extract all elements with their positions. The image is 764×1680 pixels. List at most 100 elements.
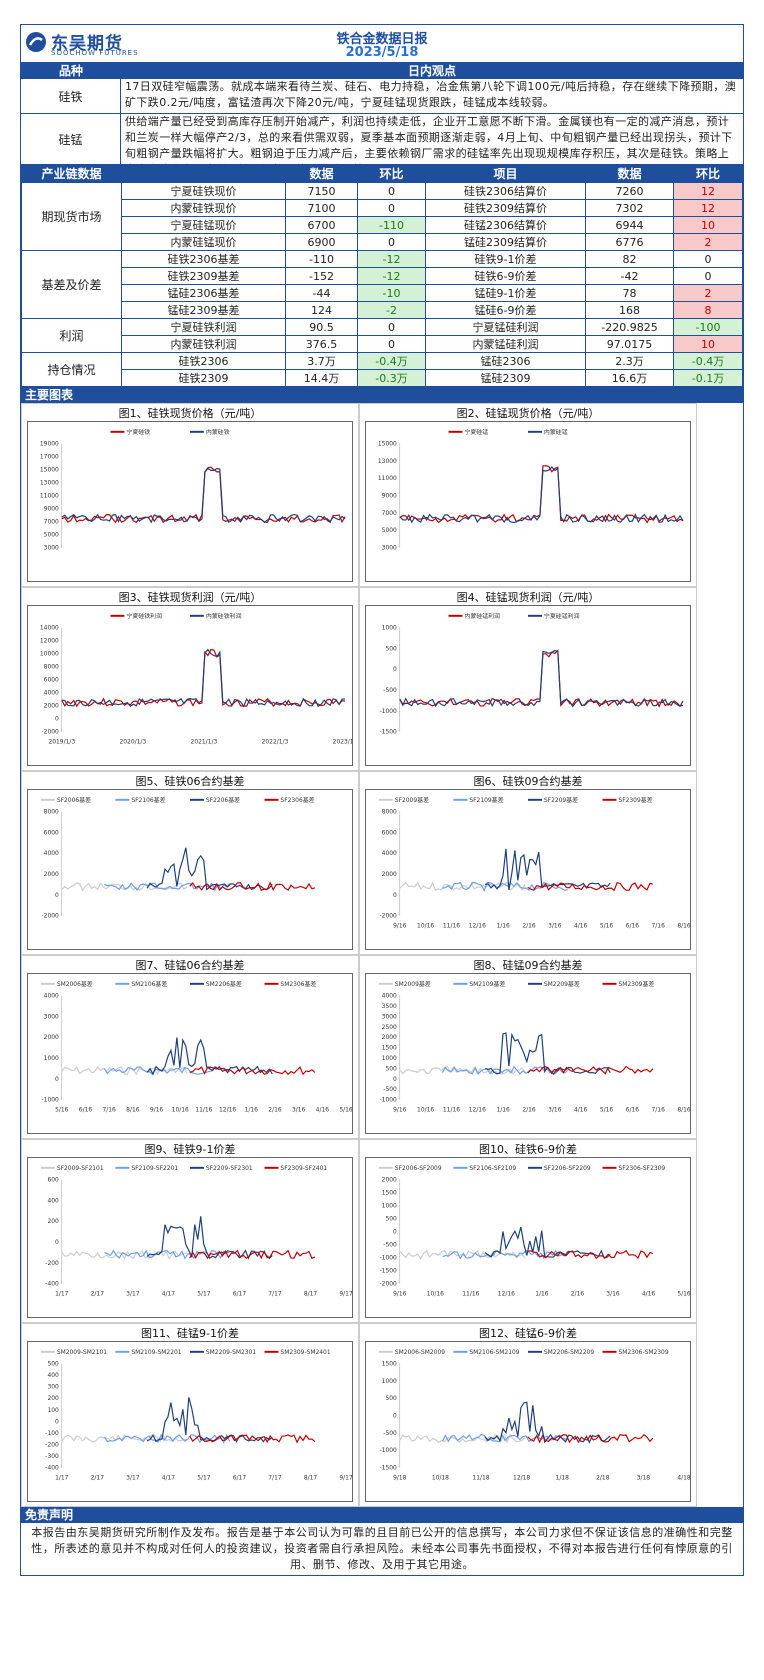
- chart-area: SF2006-SF2009 SF2106-SF2109 SF2206-SF2209 S…: [365, 1157, 691, 1318]
- chain-cell-b: 90.5: [285, 318, 358, 336]
- legend-label: SM2209基差: [544, 980, 580, 988]
- chart-svg: 宁夏硅铁 内蒙硅铁 19000 17000 15000 13000 11000 9000 700…: [40, 428, 346, 552]
- legend-label: SF2109-SF2201: [131, 1166, 178, 1172]
- y-tick: 3000: [44, 546, 59, 552]
- x-tick: 4/16: [574, 923, 588, 929]
- x-tick: 12/16: [469, 1107, 486, 1113]
- chart-panel: 图10、硅铁6-9价差 SF2006-SF2009 SF2106-SF2109 SF2…: [359, 1139, 697, 1323]
- chain-cell-f: 0: [673, 267, 743, 285]
- series-line: [189, 881, 316, 892]
- y-tick: 2000: [382, 1178, 397, 1184]
- chain-body: 期现货市场 宁夏硅铁现价 7150 0 硅铁2306结算价 7260 12 内蒙硅铁现价 710…: [21, 182, 743, 387]
- x-tick: 7/17: [268, 1475, 282, 1481]
- x-tick: 2/18: [596, 1475, 610, 1481]
- x-tick: 7/16: [102, 1107, 116, 1113]
- legend-label: SF2309-SF2401: [280, 1166, 327, 1172]
- chain-cell-a: 内蒙硅锰现价: [121, 233, 286, 251]
- intraday-name: 硅铁: [21, 79, 121, 113]
- y-tick: -500: [383, 688, 397, 694]
- report-header: 东吴期货 SOOCHOW FUTURES 铁合金数据日报 2023/5/18: [21, 25, 743, 63]
- chain-cell-b: 7150: [285, 182, 358, 200]
- y-tick: 0: [393, 1414, 397, 1420]
- chain-cell-e: -220.9825: [585, 318, 674, 336]
- chain-cell-d: 硅铁2309结算价: [425, 199, 586, 217]
- y-tick: 12000: [40, 639, 59, 645]
- series-line: [146, 847, 273, 891]
- x-tick: 9/16: [393, 923, 407, 929]
- y-tick: 13000: [40, 481, 59, 487]
- series-line: [61, 467, 346, 524]
- y-tick: 0: [393, 1077, 397, 1083]
- report-date: 2023/5/18: [345, 45, 419, 60]
- chain-h-item: [121, 164, 286, 183]
- x-tick: 11/16: [443, 923, 460, 929]
- chain-cell-a: 硅铁2306: [121, 352, 286, 370]
- x-tick: 11/18: [472, 1475, 489, 1481]
- legend-label: SF2109基差: [469, 796, 503, 804]
- legend-label: SF2209基差: [544, 796, 578, 804]
- x-tick: 4/16: [316, 1107, 330, 1113]
- y-tick: 0: [393, 893, 397, 899]
- legend-label: SF2306-SF2309: [618, 1166, 665, 1172]
- legend-label: SM2306-SM2309: [618, 1350, 668, 1356]
- chain-cell-b: 3.7万: [285, 352, 358, 370]
- chain-cell-c: 0: [357, 233, 426, 251]
- y-tick: 4000: [44, 851, 59, 857]
- chain-cell-e: 6944: [585, 216, 674, 234]
- chain-cell-e: 7260: [585, 182, 674, 200]
- chain-cell-e: 78: [585, 284, 674, 302]
- y-tick: -2000: [42, 914, 60, 920]
- y-tick: 2000: [44, 1035, 59, 1041]
- chain-h2: 数据: [285, 164, 358, 183]
- chart-title: 图4、硅锰现货利润（元/吨）: [456, 591, 600, 604]
- x-tick: 4/18: [677, 1475, 690, 1481]
- chain-group: 利润: [21, 318, 122, 353]
- y-tick: 500: [385, 1396, 397, 1402]
- chain-cell-e: 97.0175: [585, 335, 674, 353]
- x-tick: 6/16: [79, 1107, 93, 1113]
- y-tick: 1500: [382, 1191, 397, 1197]
- chain-cell-b: -44: [285, 284, 358, 302]
- series-line: [61, 648, 346, 708]
- chain-row: 内蒙硅铁利润 376.5 0 内蒙锰硅利润 97.0175 10: [22, 335, 743, 353]
- legend-label: SM2009-SM2101: [57, 1350, 107, 1356]
- x-tick: 4/16: [642, 1291, 656, 1297]
- y-tick: 2000: [382, 1035, 397, 1041]
- chain-cell-d: 锰硅6-9价差: [425, 301, 586, 319]
- y-tick: 9000: [44, 507, 59, 513]
- y-tick: 5000: [382, 528, 397, 534]
- x-tick: 8/17: [304, 1475, 318, 1481]
- series-line: [441, 1433, 568, 1443]
- chart-area: SM2009基差 SM2109基差 SM2209基差 SM2309基差 4000 3500…: [365, 973, 691, 1134]
- chain-cell-b: 6700: [285, 216, 358, 234]
- y-tick: 5000: [44, 533, 59, 539]
- chain-h1: 产业链数据: [21, 164, 122, 183]
- chart-svg: SM2006-SM2009 SM2106-SM2109 SM2206-SM2209 S…: [378, 1350, 690, 1481]
- x-tick: 9/16: [393, 1291, 407, 1297]
- y-tick: -2000: [380, 1282, 398, 1288]
- series-line: [103, 1433, 231, 1444]
- chain-cell-f: 10: [673, 335, 743, 353]
- y-tick: 13000: [378, 459, 397, 465]
- chart-area: 宁夏硅锰 内蒙硅锰 15000 13000 11000 9000 7000 5000 3000: [365, 421, 691, 582]
- x-tick: 11/16: [443, 1107, 460, 1113]
- chart-panel: 图6、硅铁09合约基差 SF2009基差 SF2109基差 SF2209基差 SF230…: [359, 771, 697, 955]
- legend-label: SF2106-SF2109: [469, 1166, 516, 1172]
- x-tick: 9/17: [339, 1475, 352, 1481]
- chain-cell-d: 硅锰2306结算价: [425, 216, 586, 234]
- y-tick: 1000: [382, 1204, 397, 1210]
- legend-label: 宁夏硅锰: [464, 428, 488, 436]
- series-line: [61, 1250, 188, 1260]
- y-tick: 1000: [382, 626, 397, 632]
- chart-panel: 图5、硅铁06合约基差 SF2006基差 SF2106基差 SF2206基差 SF230…: [21, 771, 359, 955]
- chain-cell-a: 内蒙硅铁现价: [121, 199, 286, 217]
- chart-panel: 图12、硅锰6-9价差 SM2006-SM2009 SM2106-SM2109 SM2…: [359, 1323, 697, 1507]
- series-line: [189, 1434, 316, 1444]
- chart-title: 图10、硅铁6-9价差: [479, 1143, 577, 1156]
- chain-row: 宁夏硅锰现价 6700 -110 硅锰2306结算价 6944 10: [22, 216, 743, 234]
- y-tick: 4000: [44, 994, 59, 1000]
- y-tick: 0: [55, 893, 59, 899]
- x-tick: 1/16: [496, 1107, 510, 1113]
- series-line: [442, 1249, 569, 1260]
- chain-cell-f: 8: [673, 301, 743, 319]
